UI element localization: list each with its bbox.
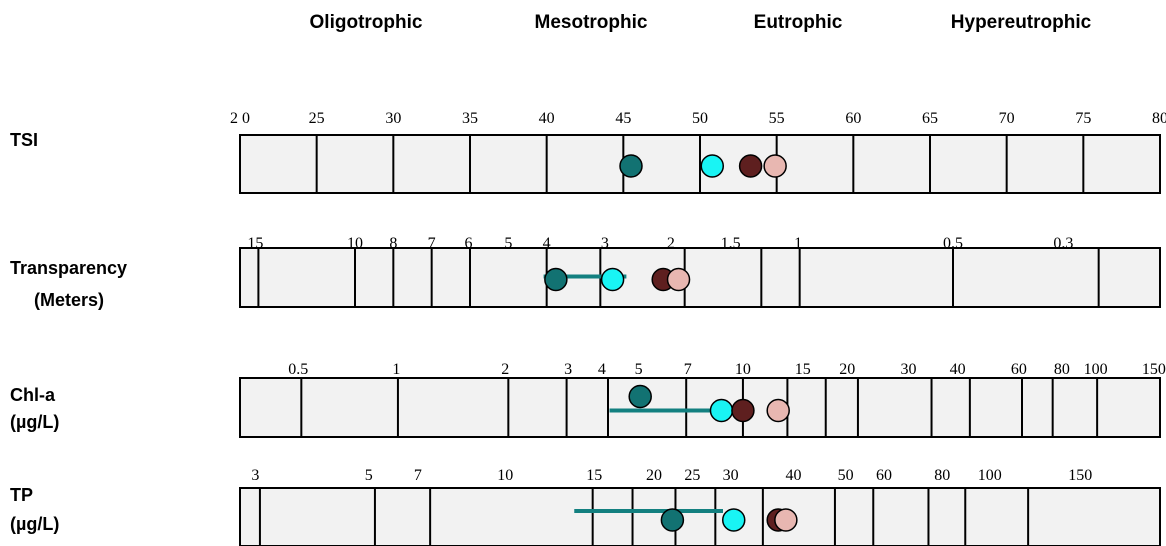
data-point (600, 267, 625, 292)
tick-label: 80 (1054, 361, 1070, 378)
tick-label: 5 (504, 235, 512, 252)
index-bar (239, 487, 1161, 546)
tick-label: 7 (428, 235, 436, 252)
tick-label: 0.3 (1053, 235, 1073, 252)
index-bar (239, 247, 1161, 308)
data-point (738, 154, 763, 178)
tick-label: 4 (543, 235, 551, 252)
data-point (700, 154, 725, 178)
tick-label: 1.5 (721, 235, 741, 252)
tick-label: 5 (365, 467, 373, 484)
tick-label: 80 (1152, 110, 1166, 127)
tick-label: 3 (564, 361, 572, 378)
tick-label: 100 (1084, 361, 1108, 378)
tick-label: 7 (414, 467, 422, 484)
tick-label: 2 (501, 361, 509, 378)
tick-label: 60 (1011, 361, 1027, 378)
tick-label: 45 (615, 110, 631, 127)
tick-label: 4 (598, 361, 606, 378)
data-point (544, 267, 568, 292)
tick-label: 25 (684, 467, 700, 484)
tick-label: 0.5 (288, 361, 308, 378)
row-label: TSI (10, 130, 38, 150)
data-point (709, 398, 734, 423)
data-point (721, 508, 746, 532)
tick-label: 20 (646, 467, 662, 484)
tick-label: 5 (635, 361, 643, 378)
tick-label: 50 (692, 110, 708, 127)
tick-label: 10 (735, 361, 751, 378)
tick-label: 150 (1142, 361, 1166, 378)
row-label: (µg/L) (10, 514, 59, 534)
tick-label: 10 (347, 235, 363, 252)
data-point (619, 154, 643, 178)
tick-label: 80 (934, 467, 950, 484)
tick-label: 0.5 (943, 235, 963, 252)
tick-label: 30 (901, 361, 917, 378)
tick-label: 25 (309, 110, 325, 127)
tick-label: 60 (876, 467, 892, 484)
tick-label: 10 (497, 467, 513, 484)
tick-label: 1 (794, 235, 802, 252)
data-point (766, 398, 790, 423)
tick-label: 40 (786, 467, 802, 484)
tick-label: 55 (769, 110, 785, 127)
tick-label: 75 (1075, 110, 1091, 127)
tick-label: 1 (392, 361, 400, 378)
tick-label: 150 (1068, 467, 1092, 484)
row-label: TP (10, 485, 33, 505)
tick-label: 40 (950, 361, 966, 378)
tick-label: 8 (389, 235, 397, 252)
tick-label: 3 (251, 467, 259, 484)
trophic-state-label: Mesotrophic (535, 12, 648, 33)
tick-label: 30 (723, 467, 739, 484)
tick-label: 30 (385, 110, 401, 127)
trophic-state-label: Hypereutrophic (951, 12, 1092, 33)
tick-label: 2 (667, 235, 675, 252)
row-label: (Meters) (34, 290, 104, 310)
tick-label: 6 (464, 235, 472, 252)
data-point (731, 398, 755, 423)
tick-label: 60 (845, 110, 861, 127)
tick-label: 3 (601, 235, 609, 252)
tick-label: 15 (586, 467, 602, 484)
trophic-state-label: Oligotrophic (310, 12, 423, 33)
tick-label: 65 (922, 110, 938, 127)
trophic-state-labels: Oligotrophic Mesotrophic Eutrophic Hypereut… (310, 12, 1092, 33)
tick-label: 100 (978, 467, 1002, 484)
tick-label: 35 (462, 110, 478, 127)
index-row: TP (µg/L) 3 5 7 10 15 20 25 30 40 50 60 80 100 150 (10, 467, 1161, 546)
row-label: Chl-a (10, 385, 56, 405)
tick-label: 20 (839, 361, 855, 378)
row-label: (µg/L) (10, 412, 59, 432)
tick-label: 50 (838, 467, 854, 484)
tick-label: 15 (795, 361, 811, 378)
row-label: Transparency (10, 258, 127, 278)
tick-label: 7 (684, 361, 692, 378)
index-row: Chl-a (µg/L) 0.5 1 2 3 4 5 7 10 15 20 30 40 60 80 100 150 (10, 361, 1166, 438)
tick-label: 70 (999, 110, 1015, 127)
data-point (774, 508, 798, 532)
data-point (763, 154, 787, 178)
tick-label: 15 (247, 235, 263, 252)
index-row: TSI 2 0 25 30 35 40 45 50 55 60 65 70 75 80 (10, 110, 1166, 194)
trophic-state-label: Eutrophic (754, 12, 843, 33)
index-row: Transparency (Meters) 15 10 8 7 6 5 4 3 2 1.5 1 0.5 0.… (10, 235, 1161, 310)
data-point (660, 508, 685, 532)
data-point (628, 384, 652, 409)
tick-label: 2 0 (230, 110, 250, 127)
tick-label: 40 (539, 110, 555, 127)
index-bar (239, 377, 1161, 438)
data-point (666, 267, 691, 292)
